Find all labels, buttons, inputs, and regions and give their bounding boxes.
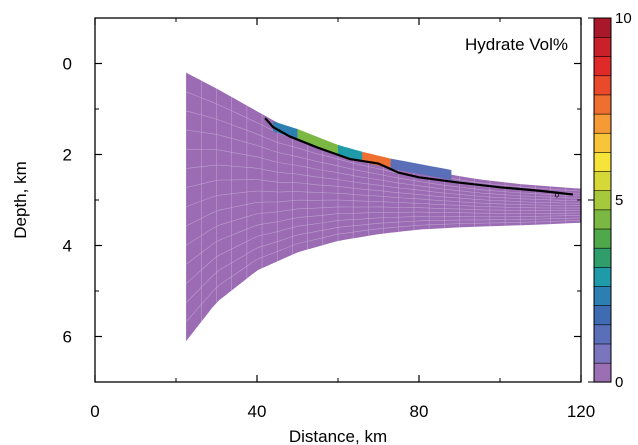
colorbar-swatch <box>593 36 612 57</box>
colorbar-swatch <box>593 190 612 211</box>
mesh-gridlines <box>185 80 582 323</box>
colorbar-swatch <box>593 209 612 230</box>
contour-layer: 0 <box>264 117 574 200</box>
x-tick-label: 0 <box>90 402 99 421</box>
colorbar-tick-label: 10 <box>615 10 632 27</box>
axis-ticks: 0 40 80 120 0 2 4 6 <box>63 17 595 421</box>
colorbar-swatch <box>593 362 612 383</box>
x-tick-label: 120 <box>567 402 595 421</box>
hydrate-patch <box>273 121 298 139</box>
colorbar-swatch <box>593 151 612 172</box>
colorbar-swatch <box>593 305 612 326</box>
hydrate-patches <box>273 121 452 180</box>
colorbar-tick-label: 5 <box>615 192 623 209</box>
y-tick-label: 6 <box>63 328 72 347</box>
colorbar-swatch <box>593 266 612 287</box>
colorbar-swatch <box>593 324 612 345</box>
hydrate-patch <box>362 151 391 169</box>
colorbar-swatch <box>593 17 612 38</box>
contour-label: 0 <box>555 191 560 200</box>
y-axis-label: Depth, km <box>11 161 30 238</box>
colorbar-swatch <box>593 228 612 249</box>
colorbar: 0 5 10 <box>588 10 632 391</box>
colorbar-swatch <box>593 75 612 96</box>
contour-line <box>264 117 574 196</box>
colorbar-swatch <box>593 113 612 134</box>
hydrate-patch <box>338 144 363 162</box>
chart-title: Hydrate Vol% <box>465 35 568 54</box>
hydrate-patch <box>390 158 452 180</box>
x-tick-label: 40 <box>248 402 267 421</box>
colorbar-swatch <box>593 94 612 115</box>
y-tick-label: 2 <box>63 146 72 165</box>
colorbar-tick-label: 0 <box>615 374 623 391</box>
y-tick-label: 0 <box>63 55 72 74</box>
colorbar-swatch <box>593 285 612 306</box>
hydrate-patch <box>297 129 338 155</box>
colorbar-swatch <box>593 343 612 364</box>
colorbar-swatch <box>593 56 612 77</box>
colorbar-swatch <box>593 132 612 153</box>
colorbar-swatch <box>593 247 612 268</box>
y-tick-label: 4 <box>63 237 72 256</box>
colorbar-swatch <box>593 170 612 192</box>
x-axis-label: Distance, km <box>289 427 387 445</box>
x-tick-label: 80 <box>410 402 429 421</box>
